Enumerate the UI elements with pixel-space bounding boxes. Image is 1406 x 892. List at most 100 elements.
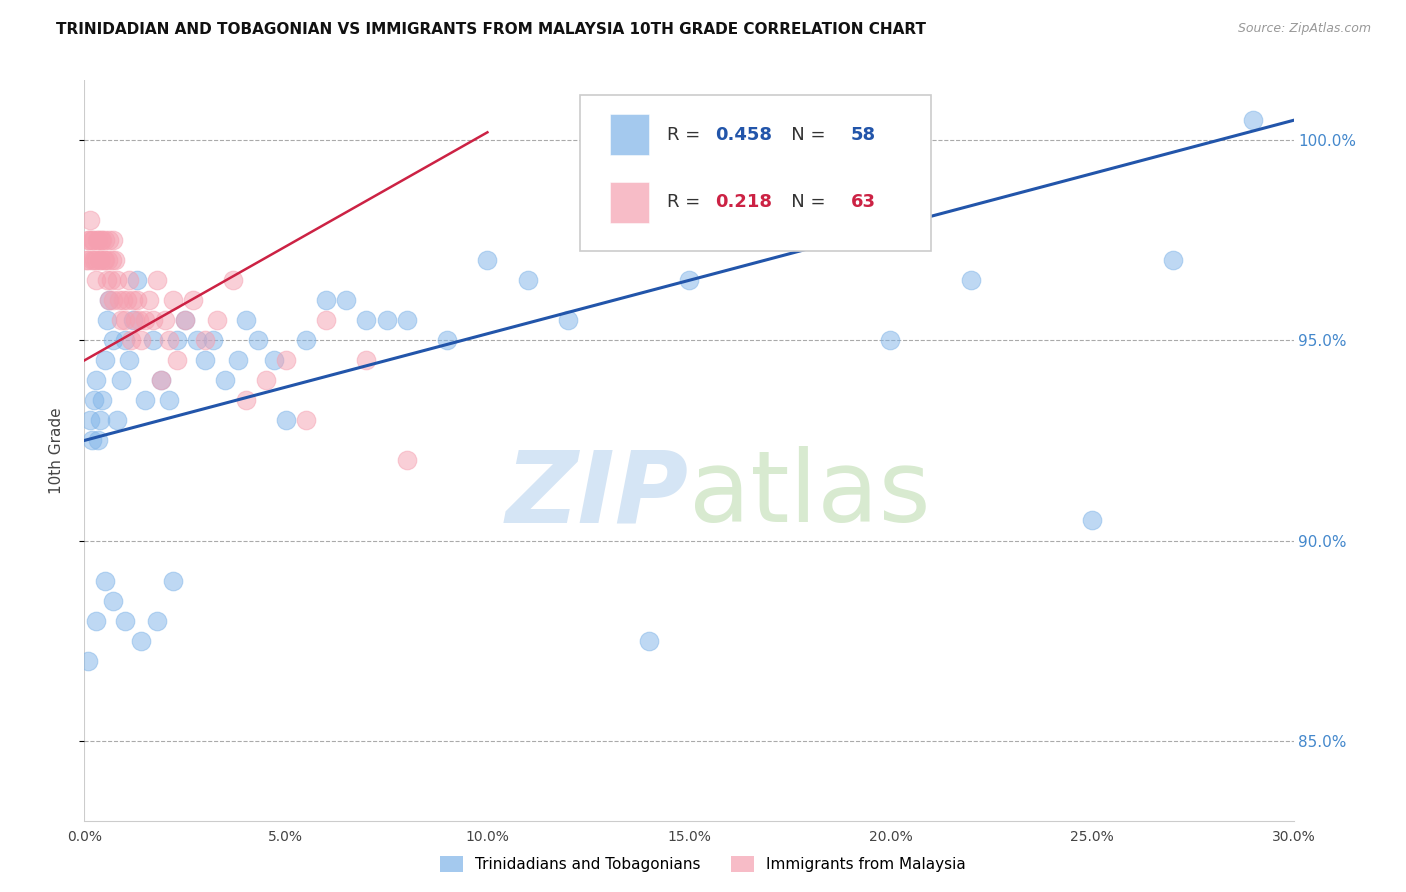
Point [82, 233, 104, 247]
Point [138, 293, 160, 308]
Point [114, 313, 136, 327]
Point [101, 593, 124, 607]
Point [105, 273, 128, 287]
Point [110, 373, 132, 387]
Point [77, 654, 100, 668]
Point [637, 633, 659, 648]
Text: Source: ZipAtlas.com: Source: ZipAtlas.com [1237, 22, 1371, 36]
Point [111, 293, 134, 308]
Point [142, 313, 165, 327]
Point [235, 393, 257, 408]
Point [129, 633, 152, 648]
Point [124, 313, 146, 327]
Point [98, 233, 121, 247]
Text: atlas: atlas [689, 446, 931, 543]
Point [110, 313, 132, 327]
Point [226, 353, 249, 368]
Point [202, 334, 225, 348]
Point [82, 434, 104, 448]
Point [91, 233, 114, 247]
Point [96, 313, 118, 327]
Point [115, 293, 138, 308]
Point [82, 233, 104, 247]
Point [80, 253, 103, 268]
Point [97, 253, 120, 268]
Point [101, 334, 124, 348]
Point [254, 373, 277, 387]
Point [142, 334, 165, 348]
Point [129, 334, 152, 348]
Point [153, 313, 176, 327]
Point [83, 393, 105, 408]
Point [335, 293, 357, 308]
Point [114, 614, 136, 628]
Point [105, 413, 128, 427]
Point [93, 353, 115, 368]
Point [166, 334, 188, 348]
Point [235, 313, 257, 327]
Point [97, 293, 120, 308]
Point [166, 353, 188, 368]
Point [194, 334, 217, 348]
Text: ZIP: ZIP [506, 446, 689, 543]
Point [246, 334, 269, 348]
Point [86, 614, 108, 628]
Point [214, 373, 236, 387]
Point [87, 233, 110, 247]
Point [315, 293, 337, 308]
Text: 63: 63 [851, 194, 876, 211]
Point [94, 233, 117, 247]
Point [91, 393, 114, 408]
Point [146, 614, 169, 628]
Point [274, 353, 297, 368]
Point [134, 313, 156, 327]
FancyBboxPatch shape [610, 182, 650, 223]
Point [118, 273, 141, 287]
Point [1081, 514, 1104, 528]
Point [125, 293, 148, 308]
FancyBboxPatch shape [581, 95, 931, 251]
Point [77, 233, 100, 247]
Point [395, 453, 418, 467]
Point [118, 353, 141, 368]
Point [356, 353, 378, 368]
Point [86, 233, 108, 247]
Point [162, 293, 184, 308]
Point [83, 253, 105, 268]
Point [375, 313, 398, 327]
Point [134, 393, 156, 408]
Point [79, 213, 101, 227]
Y-axis label: 10th Grade: 10th Grade [49, 407, 63, 494]
Point [100, 253, 122, 268]
Point [79, 413, 101, 427]
Point [107, 293, 129, 308]
Point [125, 273, 148, 287]
Text: N =: N = [773, 126, 831, 144]
Point [186, 334, 208, 348]
Point [274, 413, 297, 427]
Point [100, 273, 122, 287]
Point [93, 253, 115, 268]
Point [157, 393, 180, 408]
Text: 58: 58 [851, 126, 876, 144]
Text: 0.458: 0.458 [716, 126, 772, 144]
Point [678, 273, 700, 287]
Point [222, 273, 245, 287]
Text: R =: R = [668, 194, 706, 211]
Text: 0.218: 0.218 [716, 194, 772, 211]
Point [101, 293, 124, 308]
Point [103, 233, 125, 247]
Point [960, 273, 983, 287]
FancyBboxPatch shape [610, 114, 650, 155]
Point [114, 334, 136, 348]
Point [263, 353, 285, 368]
Point [315, 313, 337, 327]
Point [75, 253, 97, 268]
Point [149, 373, 172, 387]
Point [89, 253, 111, 268]
Point [356, 313, 378, 327]
Text: R =: R = [668, 126, 706, 144]
Point [97, 293, 120, 308]
Point [1241, 113, 1264, 128]
Point [1161, 253, 1184, 268]
